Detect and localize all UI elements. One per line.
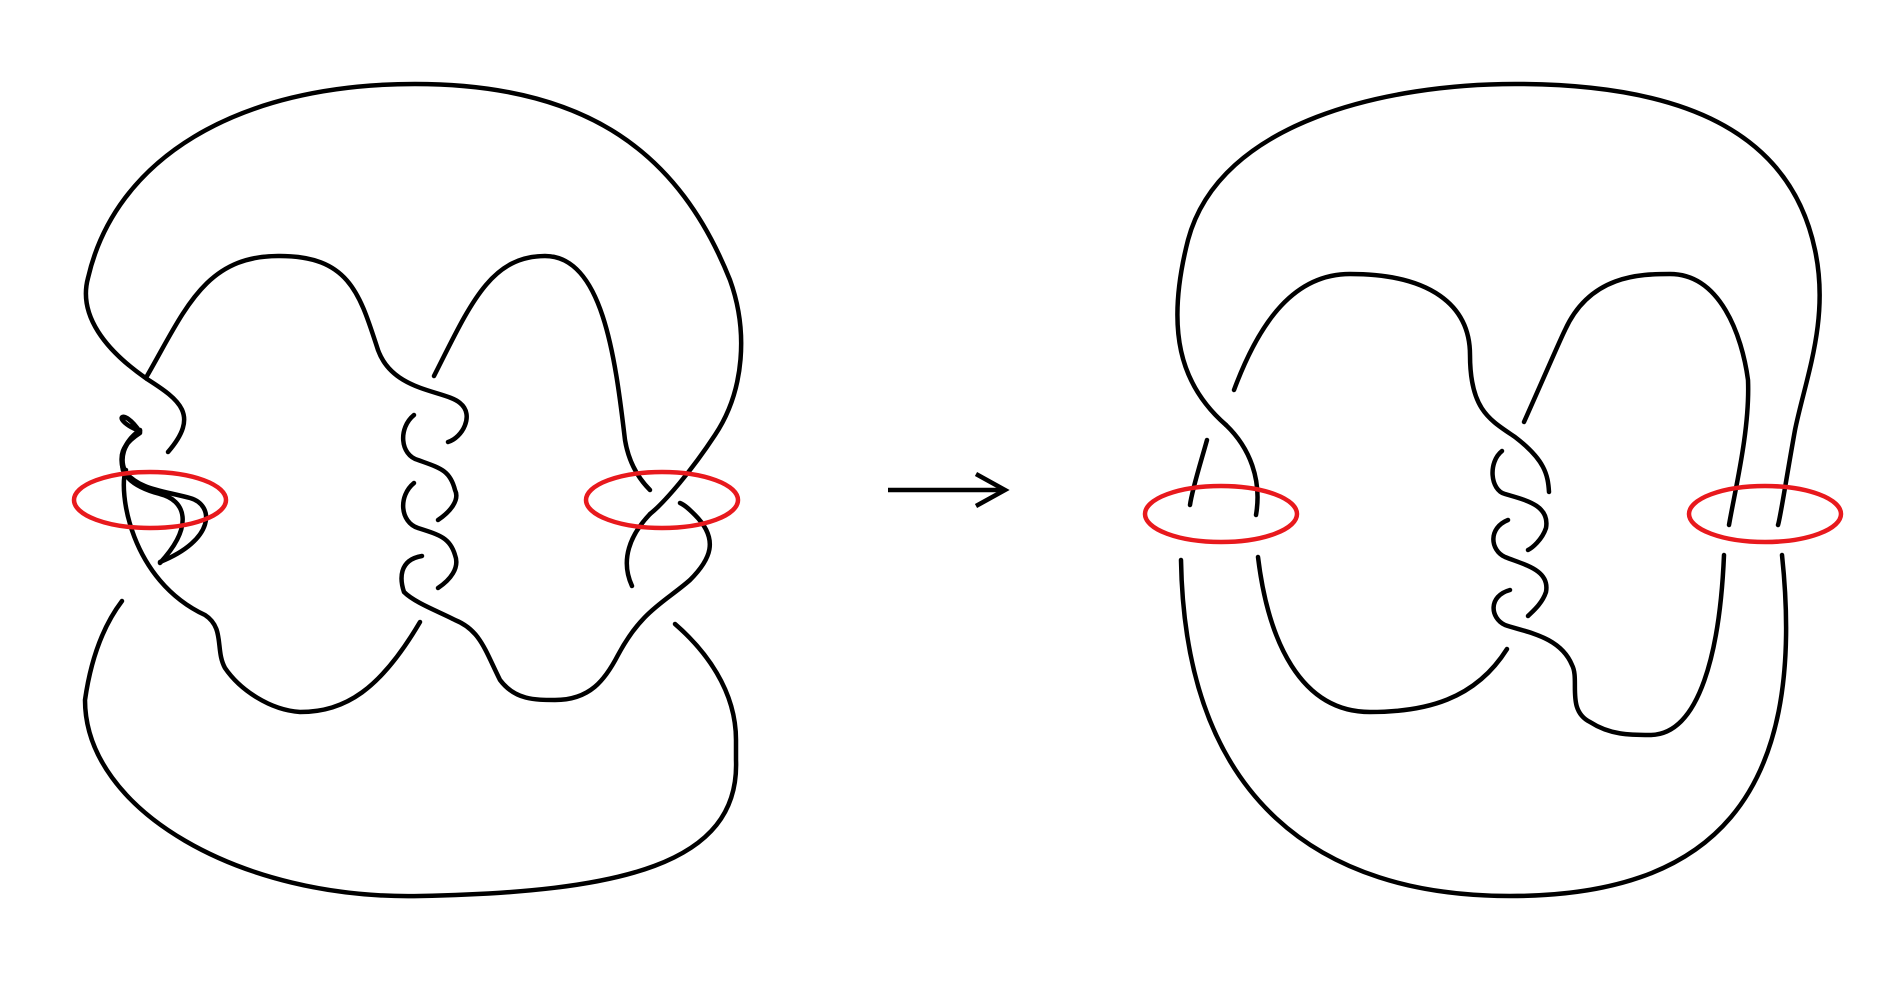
outer-top-arc (83, 81, 744, 517)
left-unknot-1 (71, 469, 229, 531)
inner-arch-left-right (1231, 271, 1552, 495)
middle-twist-3 (399, 500, 713, 703)
lower-inner-loop (1255, 554, 1510, 715)
left-twist-a (144, 376, 187, 455)
left-twist-e (119, 427, 185, 566)
left-unknot-2 (583, 469, 741, 531)
knot-left-strands (82, 81, 744, 899)
left-twist-c (119, 430, 209, 565)
middle-twist-right-2 (1491, 517, 1549, 619)
left-strand-b (1187, 437, 1210, 508)
right-unknot-1 (1142, 483, 1300, 545)
outer-bottom-arc-right (1178, 552, 1789, 899)
outer-bottom-arc (82, 598, 739, 899)
knot-right-strands (1175, 81, 1822, 899)
left-twist-d (119, 414, 143, 435)
right-unknot-2 (1686, 483, 1844, 545)
outer-top-arc-right (1175, 81, 1822, 528)
inner-arch-left (144, 253, 469, 445)
left-lower-strand (121, 467, 423, 715)
middle-twist-right-1 (1490, 448, 1549, 553)
middle-twist-right-3 (1491, 552, 1727, 738)
middle-twist-1 (400, 412, 459, 523)
inner-arch-right (431, 253, 653, 493)
transformation-arrow (888, 472, 1010, 508)
inner-arch-right-right (1521, 271, 1751, 528)
knot-right (1142, 81, 1844, 899)
right-twist-a (624, 511, 653, 589)
left-strand-a (1223, 422, 1260, 518)
middle-twist-2 (400, 480, 459, 591)
knot-left (71, 81, 744, 899)
